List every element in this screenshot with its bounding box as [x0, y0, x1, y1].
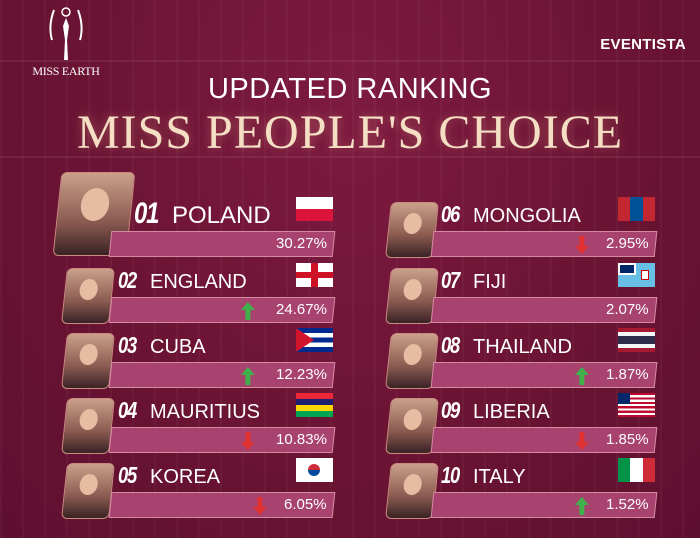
rank-number: 04: [118, 397, 137, 423]
rank-number: 05: [118, 462, 137, 488]
divider: [0, 156, 700, 158]
vote-bar: 1.87%: [430, 362, 658, 388]
eventista-brand: EVENTISTA: [600, 36, 686, 53]
vote-bar: 10.83%: [108, 427, 336, 453]
thailand-flag-icon: [618, 328, 655, 352]
rank-number: 07: [441, 267, 460, 293]
vote-percent: 10.83%: [276, 431, 328, 448]
contestant-photo: [61, 333, 115, 389]
arrow-up-icon: [240, 367, 255, 385]
arrow-down-icon: [252, 497, 267, 515]
contestant-photo: [61, 463, 115, 519]
rank-number: 09: [441, 397, 460, 423]
contestant-name: 03 CUBA: [118, 332, 206, 359]
italy-flag-icon: [618, 458, 655, 482]
crown-figure-icon: [49, 7, 83, 60]
rank-number: 10: [441, 462, 460, 488]
vote-percent: 2.07%: [606, 301, 650, 318]
vote-percent: 1.52%: [606, 496, 650, 513]
contestant-name: 04 MAURITIUS: [118, 397, 260, 424]
contestant-name: 07 FIJI: [441, 267, 506, 294]
arrow-up-icon: [574, 497, 589, 515]
country-name: KOREA: [150, 466, 221, 488]
vote-percent: 1.85%: [606, 431, 650, 448]
logo-text: MISS EARTH: [32, 64, 100, 78]
rank-number: 03: [118, 332, 137, 358]
vote-percent: 12.23%: [276, 366, 328, 383]
rank-number: 01: [134, 197, 160, 230]
vote-percent: 30.27%: [276, 235, 328, 252]
arrow-up-icon: [240, 302, 255, 320]
england-flag-icon: [296, 263, 333, 287]
arrow-down-icon: [574, 432, 589, 450]
mauritius-flag-icon: [296, 393, 333, 417]
country-name: ITALY: [473, 466, 526, 488]
contestant-name: 10 ITALY: [441, 462, 526, 489]
vote-bar: 1.52%: [430, 492, 658, 518]
rank-number: 08: [441, 332, 460, 358]
country-name: FIJI: [473, 271, 507, 293]
country-name: LIBERIA: [473, 401, 550, 423]
vote-bar: 30.27%: [108, 231, 336, 257]
contestant-name: 08 THAILAND: [441, 332, 572, 359]
country-name: MONGOLIA: [473, 205, 581, 227]
country-name: ENGLAND: [150, 271, 247, 293]
arrow-down-icon: [574, 236, 589, 254]
country-name: CUBA: [150, 336, 206, 358]
contestant-photo: [61, 268, 115, 324]
poland-flag-icon: [296, 197, 333, 221]
arrow-down-icon: [240, 432, 255, 450]
country-name: MAURITIUS: [150, 401, 260, 423]
country-name: THAILAND: [473, 336, 572, 358]
vote-percent: 2.95%: [606, 235, 650, 252]
vote-bar: 2.07%: [430, 297, 658, 323]
contestant-photo: [61, 398, 115, 454]
contestant-name: 06 MONGOLIA: [441, 201, 581, 228]
mongolia-flag-icon: [618, 197, 655, 221]
fiji-flag-icon: [618, 263, 655, 287]
country-name: POLAND: [172, 202, 271, 229]
korea-flag-icon: [296, 458, 333, 482]
vote-percent: 24.67%: [276, 301, 328, 318]
miss-earth-logo: MISS EARTH: [26, 6, 106, 79]
vote-bar: 24.67%: [108, 297, 336, 323]
liberia-flag-icon: [618, 393, 655, 417]
vote-bar: 1.85%: [430, 427, 658, 453]
rank-number: 02: [118, 267, 137, 293]
vote-bar: 6.05%: [108, 492, 336, 518]
vote-bar: 2.95%: [430, 231, 658, 257]
page-title: MISS PEOPLE'S CHOICE: [76, 106, 624, 159]
divider: [0, 60, 700, 62]
vote-percent: 1.87%: [606, 366, 650, 383]
contestant-name: 05 KOREA: [118, 462, 220, 489]
vote-bar: 12.23%: [108, 362, 336, 388]
vote-percent: 6.05%: [284, 496, 328, 513]
subtitle: UPDATED RANKING: [207, 73, 493, 105]
contestant-name: 02 ENGLAND: [118, 267, 247, 294]
contestant-name: 09 LIBERIA: [441, 397, 550, 424]
cuba-flag-icon: [296, 328, 333, 352]
arrow-up-icon: [574, 367, 589, 385]
rank-number: 06: [441, 201, 460, 227]
contestant-name: 01 POLAND: [134, 197, 271, 231]
